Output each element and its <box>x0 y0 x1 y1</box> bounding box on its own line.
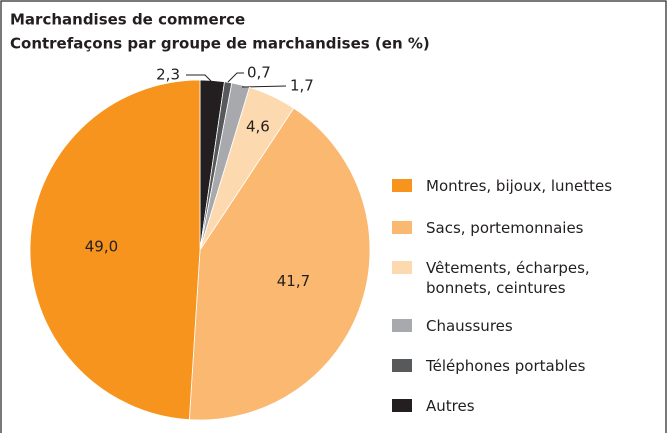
pie-slice <box>29 79 201 421</box>
legend-label: Autres <box>426 397 475 415</box>
leader-line <box>186 74 212 82</box>
legend-item: Montres, bijoux, lunettes <box>392 176 616 196</box>
legend-swatch <box>392 179 412 192</box>
chart-subtitle: Contrefaçons par groupe de marchandises … <box>10 35 430 53</box>
legend-swatch <box>392 261 412 274</box>
leader-line <box>241 85 287 88</box>
data-label: 1,7 <box>290 77 314 95</box>
pie-slice <box>188 107 371 421</box>
legend-swatch <box>392 399 412 412</box>
legend-item: Sacs, portemonnaies <box>392 218 616 238</box>
legend-swatch <box>392 359 412 372</box>
data-label: 41,7 <box>277 272 310 290</box>
data-label: 49,0 <box>85 237 118 255</box>
legend-item: Chaussures <box>392 316 616 336</box>
legend-label: Sacs, portemonnaies <box>426 219 584 237</box>
data-label: 2,3 <box>156 66 180 84</box>
legend-label: Montres, bijoux, lunettes <box>426 177 613 195</box>
chart-title: Marchandises de commerce <box>10 11 245 29</box>
legend-item: Téléphones portables <box>392 356 616 376</box>
legend-label: Vêtements, écharpes, bonnets, ceintures <box>426 259 590 297</box>
legend-item: Vêtements, écharpes, bonnets, ceintures <box>392 258 616 298</box>
legend-swatch <box>392 319 412 332</box>
legend-swatch <box>392 221 412 234</box>
legend-label: Chaussures <box>426 317 513 335</box>
legend-label: Téléphones portables <box>426 357 586 375</box>
legend-item: Autres <box>392 396 616 416</box>
data-label: 0,7 <box>247 64 271 82</box>
data-label: 4,6 <box>246 117 270 135</box>
leader-line <box>227 72 244 83</box>
